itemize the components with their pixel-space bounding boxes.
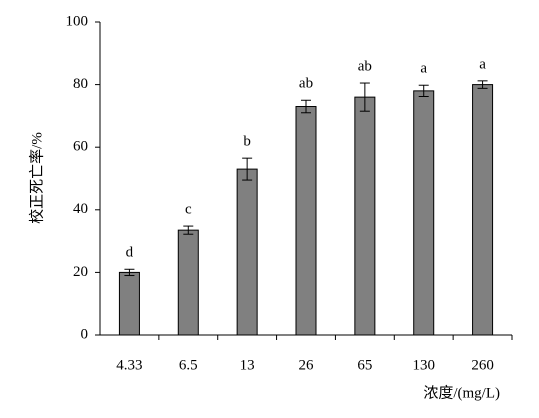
bar (472, 84, 494, 336)
error-bar (359, 82, 370, 112)
y-tick-label: 60 (73, 139, 88, 155)
x-tick-label: 13 (240, 357, 255, 373)
bar (354, 96, 376, 336)
x-tick-label: 4.33 (116, 357, 142, 373)
y-tick-label: 0 (81, 326, 89, 342)
annotation: b (243, 134, 251, 150)
bar (236, 168, 258, 336)
bar (118, 271, 140, 336)
error-bar (242, 157, 253, 181)
x-tick-label: 65 (357, 357, 372, 373)
y-tick-label: 80 (73, 76, 88, 92)
y-tick-label: 100 (66, 13, 89, 29)
y-tick-label: 40 (73, 201, 88, 217)
y-tick-label: 20 (73, 264, 88, 280)
error-bar (183, 225, 194, 235)
x-tick-label: 26 (299, 357, 315, 373)
error-bar (124, 268, 135, 277)
annotation: ab (358, 58, 372, 74)
y-axis-label: 校正死亡率/% (28, 132, 45, 224)
annotation: a (479, 56, 486, 72)
x-axis-label: 浓度/(mg/L) (423, 384, 500, 401)
bar (295, 106, 317, 336)
annotation: ab (299, 76, 313, 92)
x-tick-label: 260 (471, 357, 494, 373)
annotation: a (420, 61, 427, 77)
annotation: d (126, 245, 134, 261)
error-bar (418, 84, 429, 97)
annotation: c (185, 202, 192, 218)
bar (177, 229, 199, 336)
bar (413, 90, 435, 336)
error-bar (301, 99, 311, 114)
x-tick-label: 130 (412, 357, 435, 373)
x-tick-label: 6.5 (179, 357, 198, 373)
error-bar (477, 80, 488, 89)
